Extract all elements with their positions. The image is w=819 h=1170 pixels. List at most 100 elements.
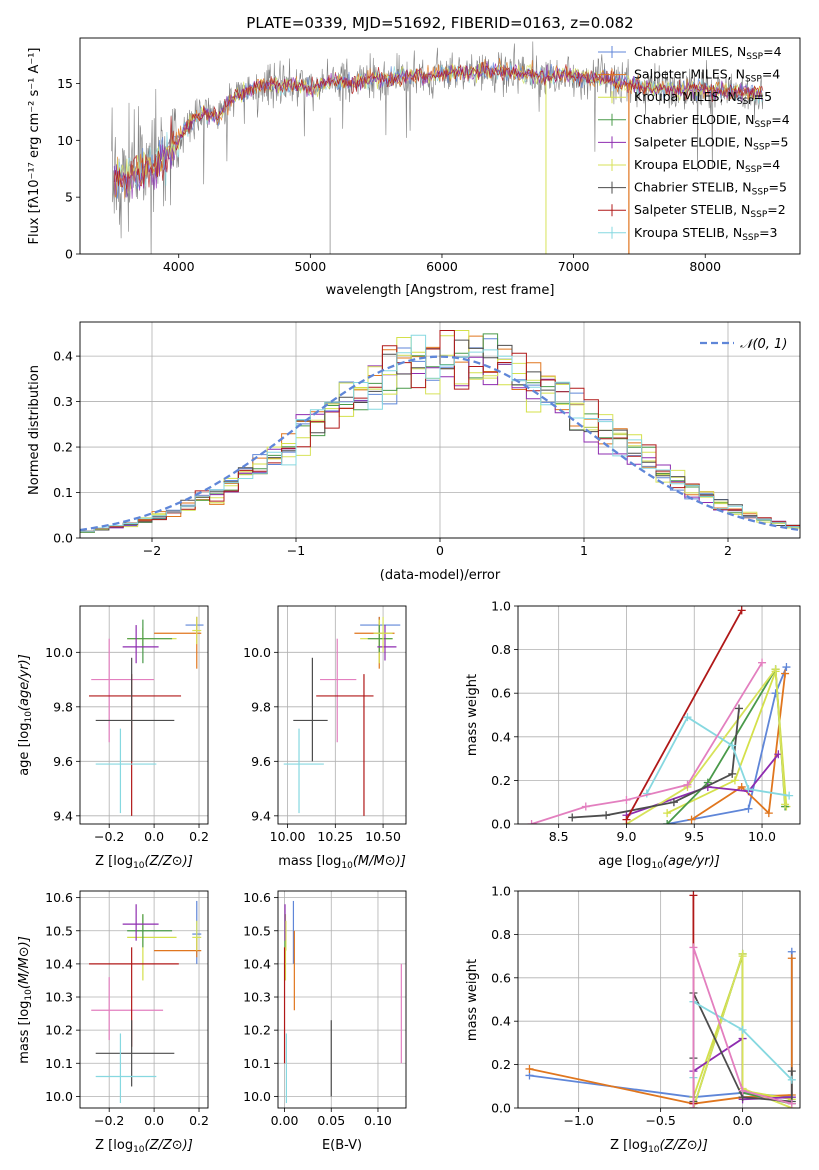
y-tick-label: 9.8	[251, 699, 271, 714]
x-axis-label: Z [log10(Z/Z⊙)]	[610, 1138, 708, 1155]
y-tick-label: 9.4	[53, 808, 73, 823]
legend-entry: Kroupa MILES, NSSP=5	[634, 89, 772, 107]
y-tick-label: 0.0	[491, 1101, 511, 1116]
x-tick-label: 7000	[558, 259, 590, 274]
y-tick-label: 0.0	[53, 531, 73, 546]
x-tick-label: 0.00	[271, 1113, 299, 1128]
legend-entry: Chabrier STELIB, NSSP=5	[634, 180, 787, 198]
x-tick-label: −1	[287, 543, 305, 558]
errorbar-group	[283, 616, 401, 816]
x-tick-label: 5000	[294, 259, 326, 274]
axes-frame	[517, 605, 801, 825]
series-point-marker	[568, 813, 577, 822]
series-line	[625, 609, 743, 821]
series-point-marker	[687, 815, 696, 824]
mass-vs-metallicity-panel: −0.2 0.0 0.2 10.0 10.1 10.2 10.3 10.4 10.5 10.6 Z …	[17, 890, 209, 1155]
y-tick-label: 0.1	[53, 485, 73, 500]
series-point-marker	[785, 791, 794, 800]
y-tick-label: 10.2	[243, 1023, 271, 1038]
x-tick-label: 10.00	[270, 829, 306, 844]
x-tick-label: 9.5	[684, 829, 704, 844]
residual-histogram-panel: −2 −1 0 1 2 0.0 0.1 0.2 0.3 0.4 𝒩(0, 1) (data-model…	[27, 321, 801, 583]
x-tick-label: 0.05	[317, 1113, 345, 1128]
x-tick-label: 0.10	[364, 1113, 392, 1128]
x-tick-label: −0.2	[94, 1113, 124, 1128]
age-vs-mass-panel: 10.00 10.25 10.50 9.4 9.6 9.8 10.0 mass [log10(…	[243, 605, 407, 871]
series-point-marker	[787, 1075, 796, 1084]
y-tick-label: 10.0	[243, 645, 271, 660]
y-tick-label: 9.6	[251, 754, 271, 769]
age-vs-metallicity-panel: −0.2 0.0 0.2 9.4 9.6 9.8 10.0 Z [log10(Z/Z⊙)] ag…	[17, 605, 209, 871]
axes-frame	[79, 605, 209, 825]
x-tick-label: −0.5	[645, 1113, 675, 1128]
y-tick-label: 9.4	[251, 808, 271, 823]
x-axis-label: age [log10(age/yr)]	[598, 854, 720, 871]
x-tick-label: 9.0	[617, 829, 637, 844]
legend-entry: 𝒩(0, 1)	[740, 337, 787, 352]
y-tick-label: 1.0	[491, 884, 511, 899]
y-tick-label: 0.2	[491, 1057, 511, 1072]
series-point-marker	[744, 785, 753, 794]
x-tick-label: 8000	[689, 259, 721, 274]
y-tick-label: 0.8	[491, 642, 511, 657]
histogram-step-line	[80, 339, 800, 532]
y-tick-label: 10.6	[243, 890, 271, 905]
y-tick-label: 0.6	[491, 686, 511, 701]
y-tick-label: 15	[57, 76, 73, 91]
series-point-marker	[744, 804, 753, 813]
y-tick-label: 0.2	[491, 773, 511, 788]
x-tick-label: 0.2	[189, 1113, 209, 1128]
legend-entry: Kroupa ELODIE, NSSP=4	[634, 157, 780, 175]
series-point-marker	[734, 704, 743, 713]
series-point-marker	[781, 669, 790, 678]
x-tick-label: 4000	[163, 259, 195, 274]
x-tick-label: −2	[143, 543, 161, 558]
y-tick-label: 10.0	[45, 645, 73, 660]
series-point-marker	[527, 820, 536, 824]
y-tick-label: 10.1	[243, 1056, 271, 1071]
y-tick-label: 10.0	[243, 1089, 271, 1104]
series-point-marker	[683, 780, 692, 789]
series-point-marker	[782, 663, 791, 672]
y-tick-label: 9.6	[53, 754, 73, 769]
axes-frame	[79, 37, 801, 255]
series-point-marker	[622, 815, 631, 824]
series-line	[666, 666, 788, 824]
legend-entry: Salpeter ELODIE, NSSP=5	[634, 134, 788, 152]
errorbar-group	[88, 900, 202, 1104]
series-point-marker	[781, 800, 790, 809]
y-tick-label: 10.4	[45, 956, 73, 971]
x-tick-label: 10.50	[365, 829, 401, 844]
mass-weight-vs-metallicity-panel: −1.0 −0.5 0.0 0.0 0.2 0.4 0.6 0.8 1.0 Z [log10(Z/…	[465, 884, 801, 1155]
series-point-marker	[771, 689, 780, 698]
series-point-marker	[581, 802, 590, 811]
y-tick-label: 0.8	[491, 927, 511, 942]
x-axis-label: Z [log10(Z/Z⊙)]	[95, 1138, 193, 1155]
legend-entry: Chabrier ELODIE, NSSP=4	[634, 112, 790, 130]
series-line	[626, 753, 780, 817]
axes-frame	[79, 890, 209, 1109]
series-point-marker	[758, 658, 767, 667]
figure-title: PLATE=0339, MJD=51692, FIBERID=0163, z=0…	[246, 14, 633, 32]
mass-vs-reddening-panel: 0.00 0.05 0.10 10.0 10.1 10.2 10.3 10.4 10.5 10.6…	[243, 890, 407, 1153]
axes-frame	[277, 605, 407, 825]
y-axis-label: Normed distribution	[27, 365, 42, 495]
series-point-marker	[525, 1064, 534, 1073]
series-line	[692, 953, 793, 1108]
x-tick-label: 0.2	[189, 829, 209, 844]
legend-entry: Chabrier MILES, NSSP=4	[634, 44, 782, 62]
x-tick-label: −0.2	[94, 829, 124, 844]
x-tick-label: 2	[724, 543, 732, 558]
series-point-marker	[771, 665, 780, 674]
model-spectrum-line	[113, 60, 763, 199]
series-point-marker	[663, 820, 672, 824]
x-axis-label: (data-model)/error	[380, 568, 501, 583]
x-axis-label: E(B-V)	[322, 1138, 362, 1153]
series-point-marker	[764, 809, 773, 818]
series-group	[525, 891, 796, 1108]
series-point-marker	[738, 1025, 747, 1034]
x-tick-label: 0.0	[733, 1113, 753, 1128]
y-tick-label: 10.5	[45, 923, 73, 938]
y-tick-label: 0.6	[491, 970, 511, 985]
